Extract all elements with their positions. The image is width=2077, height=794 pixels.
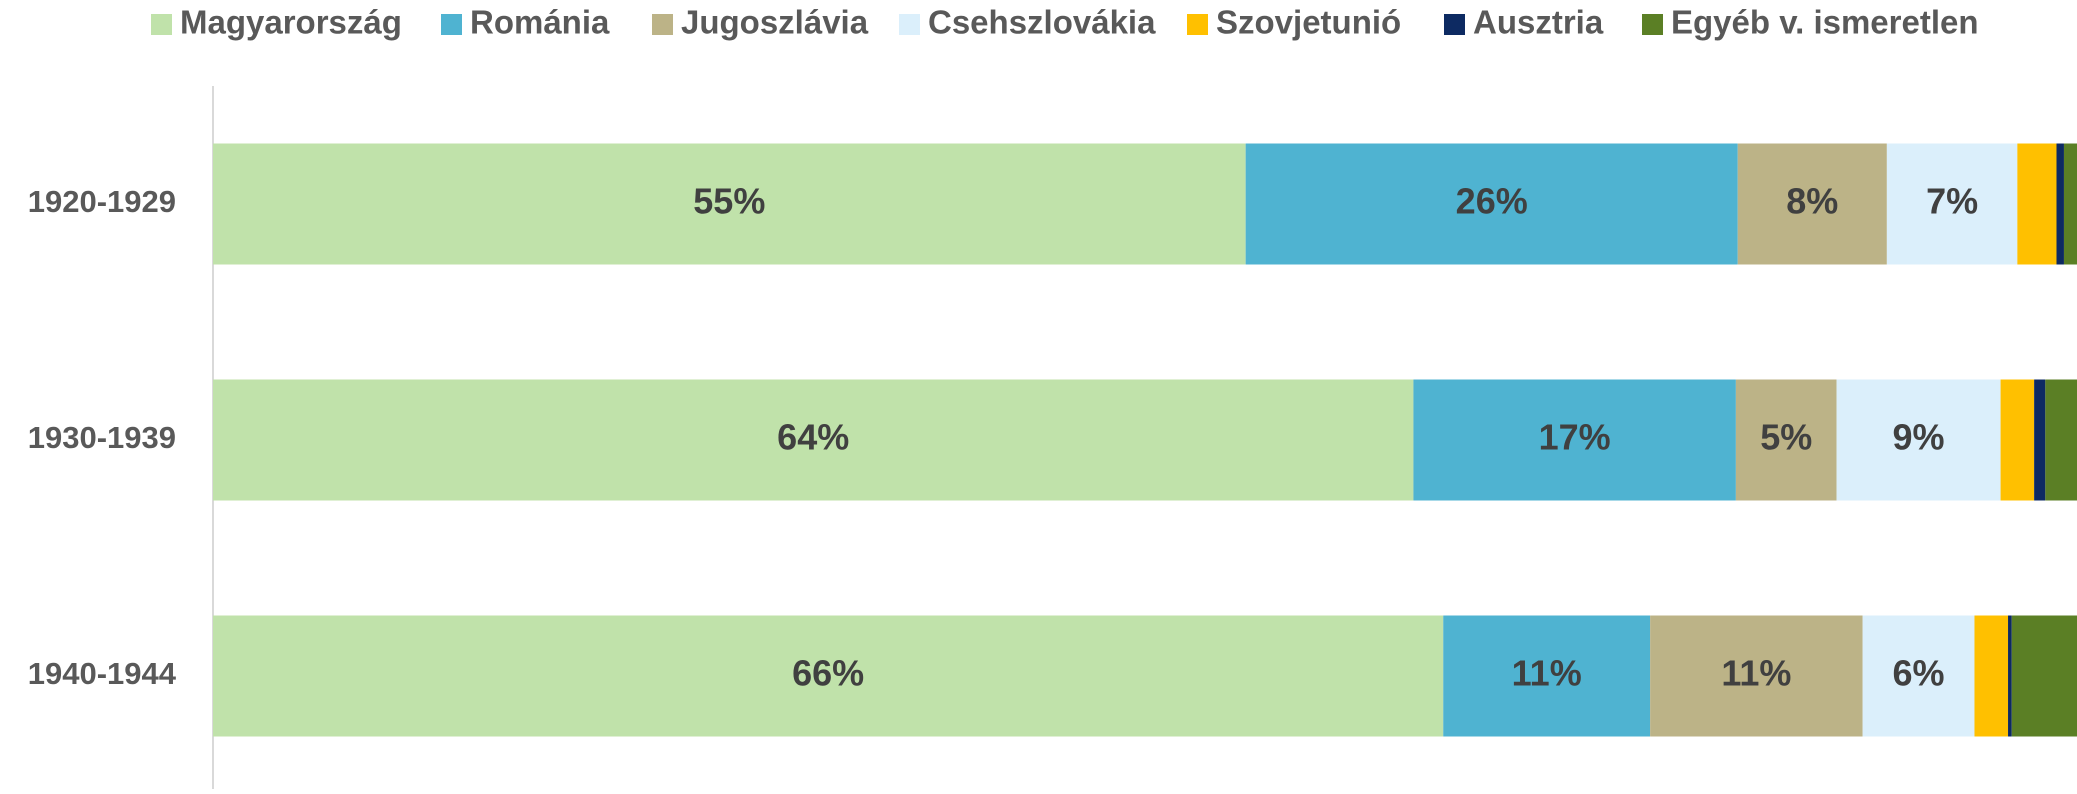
bar-segment (1245, 143, 1738, 265)
legend-swatch (1642, 14, 1663, 35)
legend-swatch (1187, 14, 1208, 35)
legend-swatch (151, 14, 172, 35)
bar-segment (2063, 143, 2077, 265)
data-label: 5% (1760, 417, 1812, 458)
legend-label: Ausztria (1473, 4, 1604, 41)
legend-label: Szovjetunió (1216, 4, 1401, 41)
bar-segment (1862, 615, 1975, 737)
bar-segment (213, 379, 1414, 501)
bar-segment (2017, 143, 2057, 265)
bar-segment (2008, 615, 2012, 737)
bar-segment (1650, 615, 1863, 737)
data-label: 6% (1893, 653, 1945, 694)
data-label: 26% (1456, 181, 1528, 222)
legend-swatch (652, 14, 673, 35)
legend-swatch (899, 14, 920, 35)
bar-segment (1735, 379, 1837, 501)
bar-segment (213, 143, 1246, 265)
bar-segment (213, 615, 1444, 737)
bar-segment (2045, 379, 2077, 501)
category-label: 1940-1944 (28, 656, 177, 691)
legend-label: Egyéb v. ismeretlen (1671, 4, 1979, 41)
category-label: 1930-1939 (28, 420, 176, 455)
data-label: 9% (1893, 417, 1945, 458)
bar-segment (1737, 143, 1887, 265)
data-label: 11% (1721, 653, 1791, 694)
data-label: 64% (777, 417, 849, 458)
bar-segment (1886, 143, 2018, 265)
legend-label: Románia (470, 4, 610, 41)
bar-segment (2056, 143, 2064, 265)
bar-segment (1836, 379, 2001, 501)
data-label: 7% (1926, 181, 1978, 222)
data-label: 66% (792, 653, 864, 694)
legend-label: Csehszlovákia (928, 4, 1156, 41)
legend-swatch (1444, 14, 1465, 35)
legend-swatch (441, 14, 462, 35)
bar-segment (1413, 379, 1736, 501)
legend-label: Jugoszlávia (681, 4, 869, 41)
category-label: 1920-1929 (28, 184, 176, 219)
bar-segment (2000, 379, 2035, 501)
data-label: 55% (693, 181, 765, 222)
bar-segment (1974, 615, 2009, 737)
bar-segment (2034, 379, 2046, 501)
bar-segment (2011, 615, 2077, 737)
legend-label: Magyarország (180, 4, 402, 41)
data-label: 11% (1512, 653, 1582, 694)
bar-segment (1443, 615, 1651, 737)
data-label: 17% (1539, 417, 1611, 458)
data-label: 8% (1786, 181, 1838, 222)
